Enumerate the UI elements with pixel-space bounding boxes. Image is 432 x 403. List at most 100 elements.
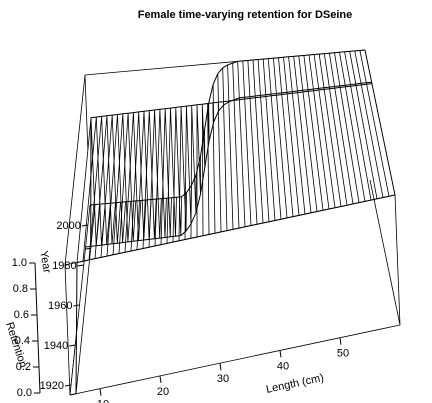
- surface-cell: [239, 99, 251, 227]
- surface-cell: [303, 91, 323, 212]
- surface-line: [178, 106, 187, 241]
- surface-cell: [283, 56, 293, 93]
- surface-cell: [260, 96, 275, 222]
- surface-cell: [324, 88, 347, 207]
- surface-line: [217, 73, 222, 232]
- surface-cell: [228, 100, 239, 230]
- surface-line: [329, 53, 354, 204]
- surface-line: [293, 56, 312, 213]
- surface-line: [160, 108, 172, 245]
- x-tick: [279, 350, 282, 358]
- surface-cell: [131, 111, 144, 251]
- y-tick: [77, 264, 84, 267]
- box-edge: [64, 74, 86, 266]
- surface-cell: [265, 95, 281, 221]
- surface-cell: [324, 53, 335, 88]
- surface-cell: [143, 110, 155, 249]
- surface-line: [318, 54, 342, 207]
- surface-line: [354, 50, 384, 198]
- y-tick: [64, 384, 72, 387]
- surface-cell: [232, 61, 240, 100]
- surface-line: [100, 115, 121, 258]
- surface-cell: [318, 89, 341, 208]
- surface-line: [257, 59, 270, 222]
- x-tick: [219, 363, 222, 371]
- surface-line: [298, 55, 318, 212]
- surface-cell: [161, 108, 171, 245]
- surface-cell: [155, 108, 166, 246]
- surface-cell: [244, 98, 257, 226]
- surface-cell: [271, 95, 287, 220]
- surface-line: [349, 51, 378, 199]
- surface-line: [242, 60, 252, 226]
- surface-line: [344, 51, 372, 201]
- z-tick-label: 0.8: [13, 283, 28, 295]
- z-axis: [34, 262, 41, 394]
- x-tick-label: 20: [157, 386, 169, 398]
- surface-cell: [227, 63, 235, 102]
- chart-title: Female time-varying retention for DSeine: [138, 9, 353, 21]
- surface-line: [267, 58, 282, 220]
- z-tick-label: 0.6: [14, 309, 29, 321]
- surface-line: [273, 58, 288, 218]
- box-edge: [394, 194, 401, 326]
- surface-line: [247, 60, 258, 225]
- x-tick-label: 30: [217, 373, 229, 385]
- surface-line: [148, 109, 162, 248]
- surface-cell: [356, 84, 383, 199]
- surface-line: [278, 57, 294, 217]
- surface-cell: [303, 55, 314, 90]
- surface-cell: [268, 58, 277, 95]
- surface-line: [85, 81, 372, 248]
- surface-cell: [222, 64, 229, 105]
- surface-cell: [334, 87, 359, 204]
- surface-cell: [173, 106, 182, 243]
- surface-line: [88, 116, 111, 260]
- box-edge: [64, 194, 396, 266]
- surface-line: [237, 61, 246, 227]
- surface-line: [222, 67, 228, 231]
- surface-cell: [345, 86, 371, 202]
- surface-line: [166, 108, 177, 244]
- surface-cell: [329, 88, 353, 206]
- surface-cell: [309, 54, 319, 89]
- surface-line: [124, 112, 142, 253]
- surface-line: [94, 115, 116, 259]
- surface-cell: [344, 51, 356, 85]
- surface-cell: [354, 50, 367, 84]
- surface-cell: [314, 54, 324, 89]
- surface-cell: [149, 109, 160, 248]
- surface-cell: [319, 53, 330, 88]
- surface-cell: [287, 93, 305, 216]
- x-tick: [99, 388, 102, 396]
- surface-line: [359, 50, 390, 197]
- surface-cell: [339, 51, 351, 86]
- box-edge: [69, 324, 401, 396]
- x-tick-label: 50: [337, 348, 349, 360]
- surface-cell: [293, 55, 303, 91]
- surface-cell: [276, 94, 293, 218]
- surface-cell: [297, 92, 317, 213]
- surface-line: [262, 59, 276, 221]
- surface-cell: [340, 86, 365, 203]
- surface-cell: [366, 83, 395, 197]
- x-tick: [159, 375, 162, 383]
- surface-cell: [234, 99, 245, 229]
- surface-line: [252, 59, 264, 224]
- surface-line: [89, 49, 366, 206]
- surface-cell: [349, 50, 361, 84]
- y-tick-label: 2000: [56, 220, 80, 232]
- surface-line: [313, 54, 336, 208]
- surface-cell: [298, 55, 309, 91]
- surface-line: [69, 204, 91, 396]
- box-edge: [364, 49, 396, 196]
- surface-cell: [250, 97, 263, 225]
- surface-line: [172, 107, 182, 243]
- x-axis-title: Length (cm): [265, 372, 325, 396]
- surface-cell: [361, 84, 389, 198]
- surface-cell: [288, 56, 298, 92]
- surface-line: [303, 55, 324, 211]
- surface-cell: [359, 50, 372, 83]
- y-tick-label: 1960: [48, 300, 72, 312]
- box-edge: [64, 264, 71, 396]
